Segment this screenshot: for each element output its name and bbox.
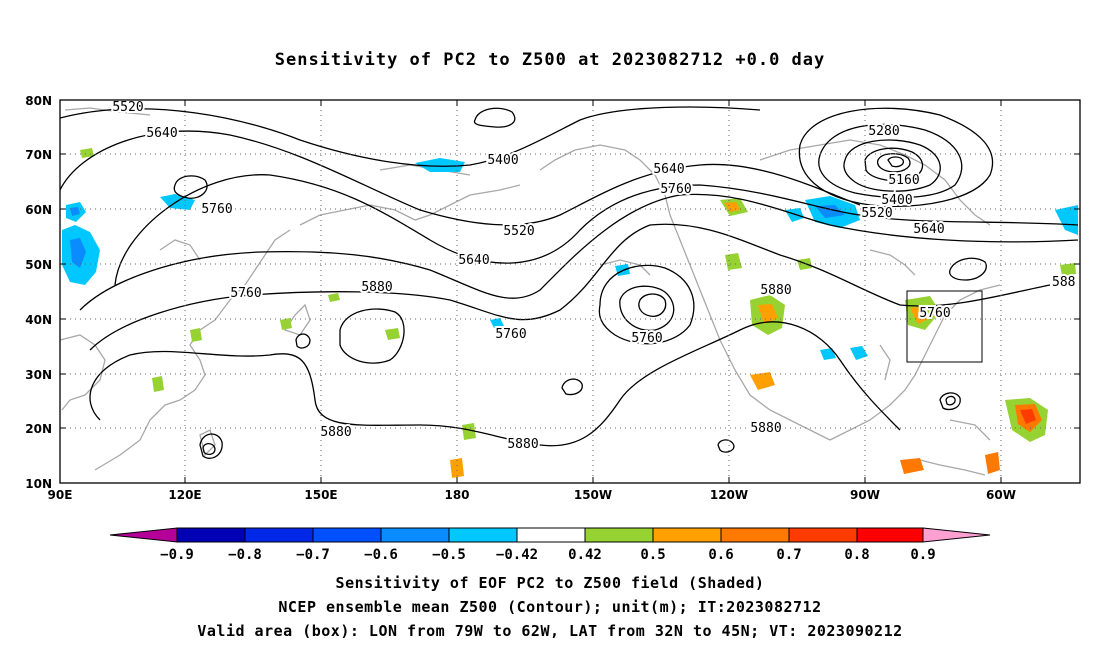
colorbar-cell [176,527,246,543]
lat-label: 40N [25,313,52,327]
coastlines [59,107,1001,476]
contour-label: 5400 [881,193,912,208]
valid-area-box [906,290,983,363]
lon-label: 60W [986,488,1016,502]
lon-label: 120E [168,488,201,502]
colorbar-tick-label: −0.42 [496,547,538,563]
lon-label: 90W [850,488,880,502]
colorbar-tick-label: −0.6 [364,547,398,563]
colorbar-tick-label: 0.5 [640,547,665,563]
colorbar-tick-label: 0.9 [910,547,935,563]
colorbar-cell [788,527,858,543]
colorbar-tick-label: −0.5 [432,547,466,563]
colorbar-tick-label: −0.9 [160,547,194,563]
contour-label: 5280 [868,124,899,139]
z500-contours [59,106,1079,459]
colorbar [109,527,991,543]
colorbar-cell [856,527,924,543]
colorbar-cell [720,527,790,543]
contour-label: 5760 [919,306,950,321]
colorbar-cell [312,527,382,543]
contour-label: 5160 [888,173,919,188]
contour-label: 5880 [361,280,392,295]
colorbar-tick-label: 0.7 [776,547,801,563]
contour-label: 5520 [861,206,892,221]
lat-axis [60,99,1080,484]
caption-valid-area: Valid area (box): LON from 79W to 62W, L… [197,622,903,640]
contour-label: 5520 [503,224,534,239]
contour-label: 5760 [660,182,691,197]
contour-label: 588 [1052,275,1075,290]
contour-label: 5880 [320,425,351,440]
contour-label: 5640 [653,162,684,177]
lon-label: 150E [304,488,337,502]
contour-label: 5760 [201,202,232,217]
contour-label-group: 5520 5640 5400 5760 5520 5640 5760 5880 … [110,98,1077,454]
contour-label: 5520 [112,100,143,115]
colorbar-cell [244,527,314,543]
lon-axis [59,100,1002,483]
lat-label: 10N [25,477,52,491]
lat-label: 60N [25,203,52,217]
colorbar-right-arrow [922,527,991,543]
contour-label: 5880 [507,437,538,452]
lon-label: 180 [444,488,469,502]
contour-label: 5640 [913,222,944,237]
plot-frame [59,99,1081,484]
contour-label: 5640 [458,253,489,268]
colorbar-tick-label: 0.8 [844,547,869,563]
contour-label: 5880 [760,283,791,298]
colorbar-tick-label: 0.6 [708,547,733,563]
lat-label: 70N [25,148,52,162]
caption-shading: Sensitivity of EOF PC2 to Z500 field (Sh… [335,574,765,592]
contour-label: 5760 [230,286,261,301]
colorbar-tick-label: −0.8 [228,547,262,563]
colorbar-cell [380,527,450,543]
lon-label: 90E [48,488,73,502]
contour-label: 5760 [495,327,526,342]
gridlines [60,100,1080,483]
contour-label: 5400 [487,153,518,168]
contour-label: 5880 [750,421,781,436]
lon-label: 150W [574,488,612,502]
caption-contour: NCEP ensemble mean Z500 (Contour); unit(… [278,598,822,616]
lat-label: 20N [25,422,52,436]
contour-label: 5640 [146,126,177,141]
lat-label: 80N [25,94,52,108]
colorbar-left-arrow [109,527,178,543]
map-title: Sensitivity of PC2 to Z500 at 2023082712… [274,50,826,70]
lat-label: 50N [25,258,52,272]
colorbar-cell [652,527,722,543]
lon-label: 120W [710,488,748,502]
lat-label: 30N [25,368,52,382]
colorbar-cell [448,527,518,543]
colorbar-cell [584,527,654,543]
colorbar-cell [516,527,586,543]
colorbar-tick-label: 0.42 [568,547,602,563]
contour-label: 5760 [631,331,662,346]
colorbar-tick-label: −0.7 [296,547,330,563]
